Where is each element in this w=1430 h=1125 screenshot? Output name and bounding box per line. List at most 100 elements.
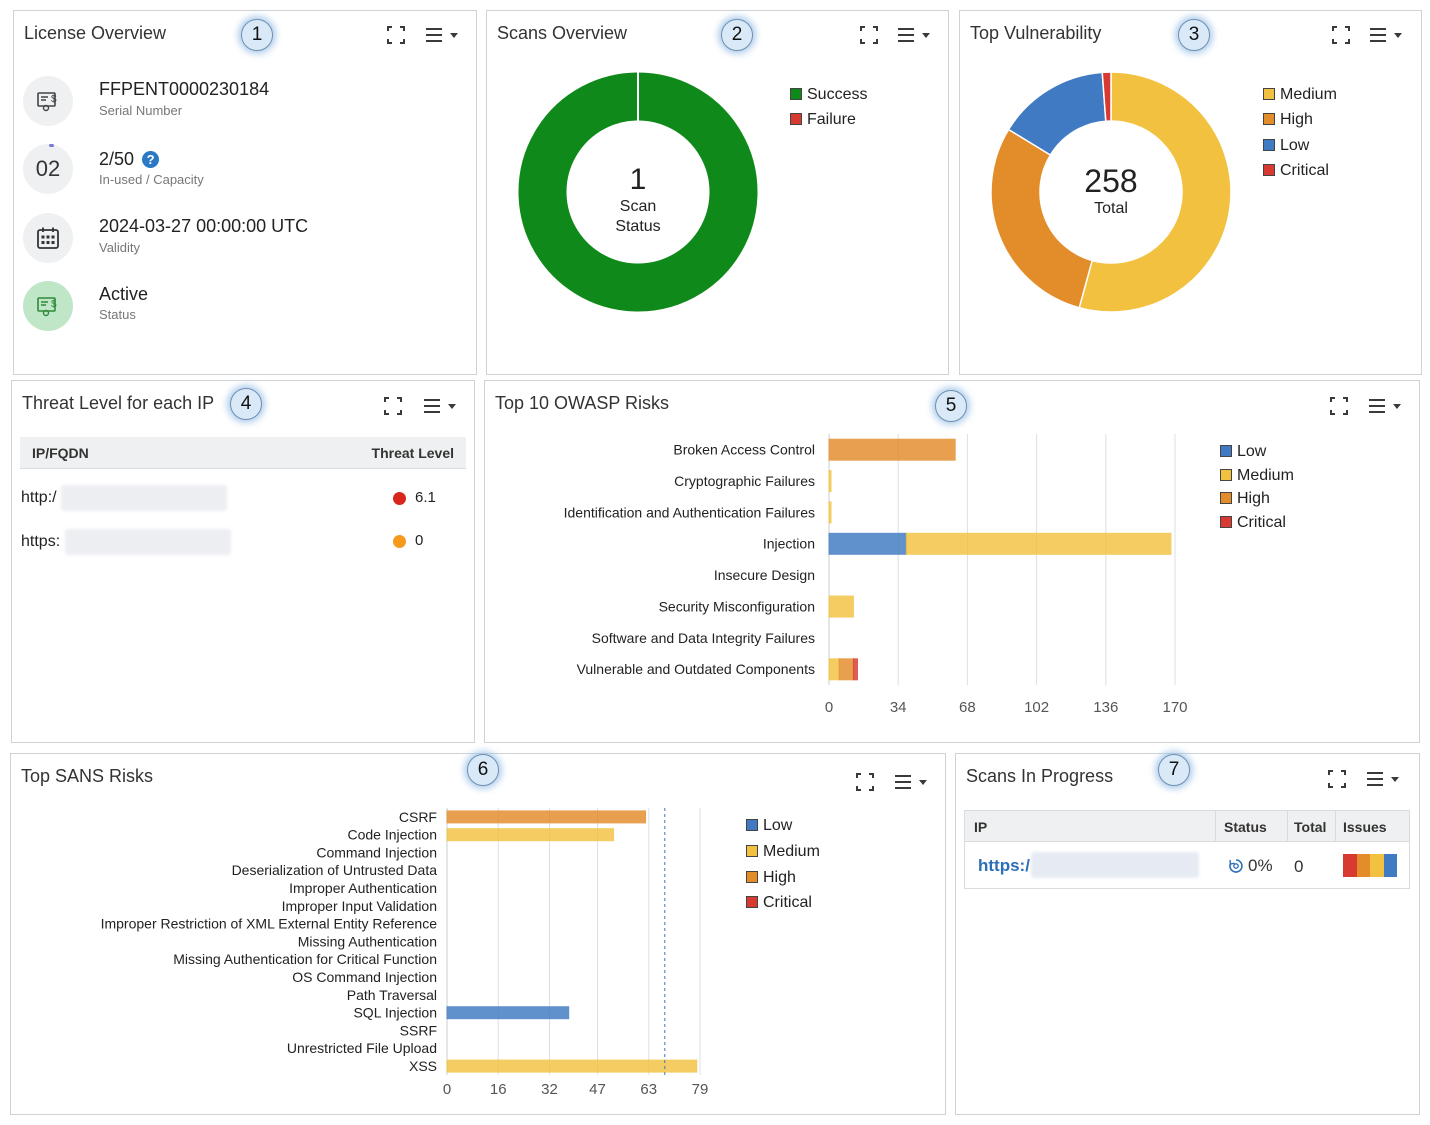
threat-dot: [393, 492, 406, 505]
callout-badge-4: 4: [230, 388, 262, 420]
bar-high[interactable]: [838, 658, 854, 681]
bar-low[interactable]: [828, 532, 907, 555]
donut-slice-success[interactable]: [517, 71, 759, 313]
legend-swatch: [1263, 139, 1275, 151]
category-label: Improper Authentication: [289, 880, 437, 896]
panel-title: Top 10 OWASP Risks: [495, 393, 670, 413]
scan-total-value: 0: [1294, 857, 1304, 876]
bar-medium[interactable]: [446, 1059, 698, 1073]
donut-slice-critical[interactable]: [1101, 71, 1112, 122]
callout-badge-3: 3: [1178, 19, 1210, 51]
bar-medium[interactable]: [828, 658, 840, 681]
threat-dot: [393, 535, 406, 548]
panel-title: Scans In Progress: [966, 766, 1114, 786]
bar-medium[interactable]: [828, 470, 832, 493]
legend-high[interactable]: High: [1263, 111, 1313, 129]
menu-dropdown-icon[interactable]: [1367, 770, 1401, 788]
category-label: Insecure Design: [714, 567, 815, 583]
threat-level-value: 0: [415, 532, 424, 549]
menu-dropdown-icon[interactable]: [424, 397, 458, 415]
redacted-hostname: [1031, 852, 1199, 878]
ip-prefix: https:: [21, 533, 61, 550]
table-row[interactable]: https: 0: [21, 526, 467, 558]
expand-icon[interactable]: [856, 773, 874, 791]
expand-icon[interactable]: [1328, 770, 1346, 788]
x-tick-label: 136: [1093, 699, 1118, 716]
bar-medium[interactable]: [446, 828, 615, 842]
legend-high[interactable]: High: [746, 869, 796, 887]
column-header-issues[interactable]: Issues: [1343, 819, 1387, 835]
donut-slice-medium[interactable]: [1078, 71, 1232, 313]
issues-severity-bar: [1343, 854, 1397, 877]
expand-icon[interactable]: [860, 26, 878, 44]
legend-success[interactable]: Success: [790, 86, 867, 104]
calendar-icon: [23, 213, 73, 263]
column-header-threat-level[interactable]: Threat Level: [371, 445, 454, 461]
bar-critical[interactable]: [852, 658, 858, 681]
help-icon[interactable]: ?: [142, 151, 160, 168]
bar-low[interactable]: [446, 1006, 570, 1020]
category-label: OS Command Injection: [292, 969, 437, 985]
bar-medium[interactable]: [905, 532, 1172, 555]
category-label: Vulnerable and Outdated Components: [577, 661, 815, 677]
expand-icon[interactable]: [387, 26, 405, 44]
legend-swatch: [746, 819, 758, 831]
bar-medium[interactable]: [828, 501, 832, 524]
column-header-status[interactable]: Status: [1224, 819, 1267, 835]
legend-failure[interactable]: Failure: [790, 111, 856, 129]
callout-badge-6: 6: [467, 754, 499, 786]
legend-swatch: [790, 113, 802, 125]
menu-dropdown-icon[interactable]: [426, 26, 460, 44]
legend-swatch: [1220, 492, 1232, 504]
legend-swatch: [746, 896, 758, 908]
expand-icon[interactable]: [1332, 26, 1350, 44]
menu-dropdown-icon[interactable]: [895, 773, 929, 791]
legend-critical[interactable]: Critical: [746, 894, 812, 912]
callout-badge-7: 7: [1158, 754, 1190, 786]
serial-number-label: Serial Number: [99, 103, 183, 118]
panel-title: Top Vulnerability: [970, 23, 1102, 43]
center-label: Total: [1094, 200, 1128, 217]
scans-overview-panel: Scans Overview 1 Scan Status Success Fai…: [486, 10, 949, 375]
center-line2: Status: [615, 218, 661, 235]
menu-dropdown-icon[interactable]: [1369, 397, 1403, 415]
active-certificate-icon: $: [23, 281, 73, 331]
scan-ip-link[interactable]: https:/: [978, 856, 1030, 875]
legend-medium[interactable]: Medium: [746, 843, 820, 861]
top-vulnerability-panel: Top Vulnerability 258 Total Medium High …: [959, 10, 1422, 375]
x-tick-label: 102: [1024, 699, 1049, 716]
menu-dropdown-icon[interactable]: [1370, 26, 1404, 44]
table-row[interactable]: http:/ 6.1: [21, 482, 467, 514]
expand-icon[interactable]: [1330, 397, 1348, 415]
column-header-ip[interactable]: IP/FQDN: [32, 445, 89, 461]
legend-high[interactable]: High: [1220, 490, 1270, 508]
legend-medium[interactable]: Medium: [1220, 467, 1294, 485]
category-label: Injection: [763, 536, 815, 552]
validity-label: Validity: [99, 240, 140, 255]
legend-low[interactable]: Low: [746, 817, 792, 835]
table-row[interactable]: https:/ 0% 0: [965, 843, 1409, 889]
category-label: Unrestricted File Upload: [287, 1040, 437, 1056]
menu-dropdown-icon[interactable]: [898, 26, 932, 44]
owasp-panel: Top 10 OWASP Risks 0 34 68 102 136 170 Broken …: [484, 380, 1420, 743]
column-header-ip[interactable]: IP: [974, 819, 988, 835]
legend-low[interactable]: Low: [1263, 137, 1309, 155]
legend-swatch: [1220, 469, 1232, 481]
bar-medium[interactable]: [828, 595, 854, 618]
bar-high[interactable]: [828, 438, 956, 461]
legend-low[interactable]: Low: [1220, 443, 1266, 461]
bar-high[interactable]: [446, 810, 647, 824]
legend-critical[interactable]: Critical: [1263, 162, 1329, 180]
donut-slice-high[interactable]: [990, 128, 1094, 309]
legend-swatch: [1263, 164, 1275, 176]
legend-critical[interactable]: Critical: [1220, 514, 1286, 532]
callout-badge-1: 1: [241, 19, 273, 51]
certificate-icon: $: [23, 76, 73, 126]
status-value: Active: [99, 284, 149, 304]
legend-swatch: [746, 871, 758, 883]
legend-medium[interactable]: Medium: [1263, 86, 1337, 104]
column-header-total[interactable]: Total: [1294, 819, 1327, 835]
expand-icon[interactable]: [384, 397, 402, 415]
scans-donut-chart: [517, 71, 759, 313]
